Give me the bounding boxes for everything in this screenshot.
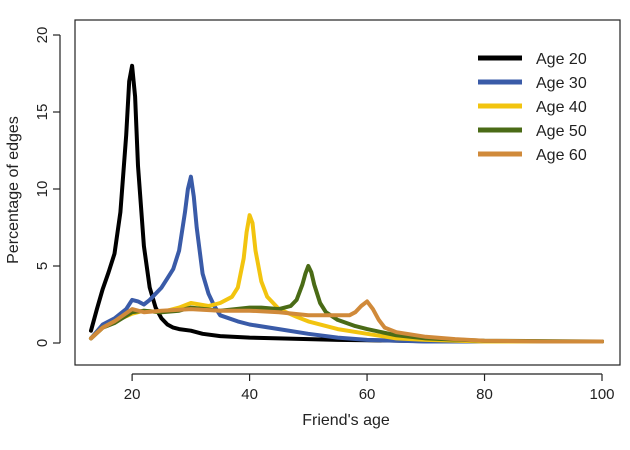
series-line-age-30 xyxy=(89,174,604,344)
x-axis: 20 40 60 80 100 xyxy=(124,373,615,403)
legend-label: Age 50 xyxy=(536,123,587,140)
y-tick-label: 15 xyxy=(34,104,51,121)
legend: Age 20 Age 30 Age 40 Age 50 Age 60 xyxy=(478,51,587,164)
legend-label: Age 30 xyxy=(536,75,587,92)
x-tick-label: 20 xyxy=(124,386,141,403)
y-axis-label: Percentage of edges xyxy=(5,116,22,264)
y-axis: 0 5 10 15 20 xyxy=(34,27,61,347)
x-tick-label: 100 xyxy=(589,386,614,403)
x-tick-label: 40 xyxy=(241,386,258,403)
series-lines xyxy=(89,63,604,344)
y-tick-label: 0 xyxy=(34,339,51,347)
x-axis-label: Friend's age xyxy=(302,412,390,429)
y-tick-label: 5 xyxy=(34,262,51,270)
y-tick-label: 20 xyxy=(34,27,51,44)
series-line-age-60 xyxy=(89,299,604,344)
legend-label: Age 40 xyxy=(536,99,587,116)
legend-label: Age 20 xyxy=(536,51,587,68)
series-line-age-20 xyxy=(89,63,604,344)
y-tick-label: 10 xyxy=(34,181,51,198)
x-tick-label: 80 xyxy=(476,386,493,403)
x-tick-label: 60 xyxy=(359,386,376,403)
legend-label: Age 60 xyxy=(536,147,587,164)
plot-frame xyxy=(74,19,621,366)
